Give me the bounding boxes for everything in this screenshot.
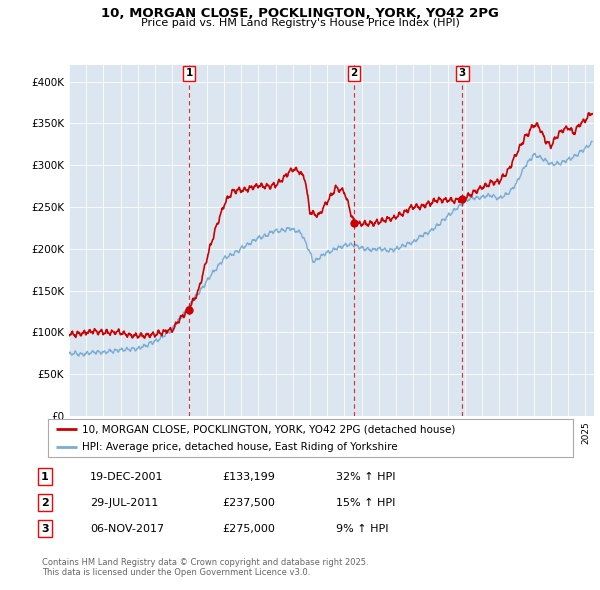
Text: 15% ↑ HPI: 15% ↑ HPI — [336, 498, 395, 507]
Text: 06-NOV-2017: 06-NOV-2017 — [90, 524, 164, 533]
Text: £275,000: £275,000 — [222, 524, 275, 533]
Text: HPI: Average price, detached house, East Riding of Yorkshire: HPI: Average price, detached house, East… — [82, 442, 398, 452]
Text: £133,199: £133,199 — [222, 472, 275, 481]
Text: 32% ↑ HPI: 32% ↑ HPI — [336, 472, 395, 481]
Text: 9% ↑ HPI: 9% ↑ HPI — [336, 524, 389, 533]
Text: 10, MORGAN CLOSE, POCKLINGTON, YORK, YO42 2PG: 10, MORGAN CLOSE, POCKLINGTON, YORK, YO4… — [101, 7, 499, 20]
Text: 29-JUL-2011: 29-JUL-2011 — [90, 498, 158, 507]
Text: 2: 2 — [41, 498, 49, 507]
Text: Price paid vs. HM Land Registry's House Price Index (HPI): Price paid vs. HM Land Registry's House … — [140, 18, 460, 28]
Text: 3: 3 — [41, 524, 49, 533]
Text: 1: 1 — [185, 68, 193, 78]
Text: 10, MORGAN CLOSE, POCKLINGTON, YORK, YO42 2PG (detached house): 10, MORGAN CLOSE, POCKLINGTON, YORK, YO4… — [82, 424, 455, 434]
Text: 19-DEC-2001: 19-DEC-2001 — [90, 472, 163, 481]
Text: 1: 1 — [41, 472, 49, 481]
Text: 3: 3 — [458, 68, 466, 78]
Text: £237,500: £237,500 — [222, 498, 275, 507]
Text: Contains HM Land Registry data © Crown copyright and database right 2025.
This d: Contains HM Land Registry data © Crown c… — [42, 558, 368, 577]
Text: 2: 2 — [350, 68, 358, 78]
